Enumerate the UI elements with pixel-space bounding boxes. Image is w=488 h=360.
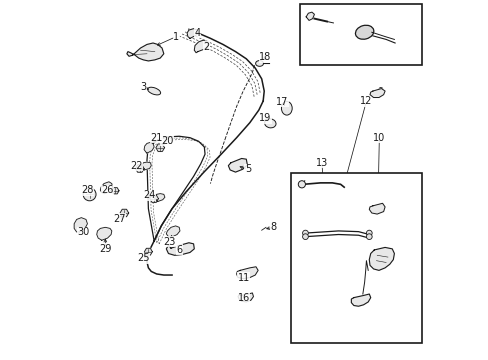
Text: 6: 6 (176, 245, 182, 255)
Polygon shape (126, 43, 163, 61)
Circle shape (302, 234, 308, 239)
Text: 15: 15 (345, 225, 357, 234)
Text: 1: 1 (173, 32, 179, 41)
Text: 20: 20 (161, 136, 173, 145)
Polygon shape (194, 40, 207, 53)
Text: 11: 11 (237, 273, 249, 283)
Text: 23: 23 (163, 237, 176, 247)
Polygon shape (112, 188, 119, 194)
Polygon shape (156, 144, 164, 152)
Text: 5: 5 (244, 164, 251, 174)
Text: 19: 19 (259, 113, 271, 123)
Circle shape (366, 230, 371, 236)
Text: 3: 3 (140, 82, 146, 93)
Text: 10: 10 (372, 133, 385, 143)
Text: 27: 27 (113, 214, 126, 224)
Ellipse shape (281, 102, 292, 115)
Ellipse shape (355, 25, 373, 39)
Polygon shape (144, 142, 154, 153)
Text: 12: 12 (360, 96, 372, 106)
Text: 16: 16 (237, 293, 249, 303)
Circle shape (302, 230, 308, 236)
Text: 28: 28 (81, 185, 93, 195)
Polygon shape (74, 218, 87, 232)
Ellipse shape (264, 119, 275, 128)
Ellipse shape (255, 60, 263, 66)
Polygon shape (135, 165, 144, 172)
Text: 25: 25 (137, 253, 149, 263)
Text: 29: 29 (99, 244, 111, 254)
Polygon shape (236, 267, 258, 279)
Polygon shape (351, 294, 370, 306)
Polygon shape (305, 12, 314, 21)
Text: 13: 13 (315, 158, 327, 168)
Polygon shape (228, 158, 247, 172)
Text: 2: 2 (203, 42, 209, 51)
Text: 26: 26 (101, 185, 114, 195)
Text: 30: 30 (78, 227, 90, 237)
Circle shape (83, 188, 96, 201)
Text: 17: 17 (275, 97, 288, 107)
Text: 14: 14 (332, 189, 344, 199)
Circle shape (366, 234, 371, 239)
Text: 18: 18 (259, 52, 271, 62)
Polygon shape (369, 89, 384, 98)
Text: 7: 7 (409, 21, 415, 31)
Polygon shape (166, 226, 180, 237)
Text: 9: 9 (377, 87, 383, 97)
Polygon shape (144, 248, 152, 255)
Polygon shape (368, 203, 384, 214)
Ellipse shape (147, 87, 160, 95)
Text: 22: 22 (130, 161, 142, 171)
Bar (300, 4, 421, 65)
Text: 4: 4 (194, 28, 201, 38)
Text: 21: 21 (150, 133, 162, 143)
Circle shape (298, 181, 305, 188)
Polygon shape (238, 293, 253, 302)
Text: 8: 8 (269, 222, 276, 232)
Polygon shape (100, 182, 112, 194)
Polygon shape (155, 194, 164, 202)
Bar (290, 173, 421, 343)
Polygon shape (368, 247, 394, 270)
Polygon shape (97, 227, 112, 240)
Polygon shape (187, 29, 198, 39)
Polygon shape (149, 195, 158, 202)
Polygon shape (141, 162, 151, 170)
Polygon shape (120, 209, 128, 217)
Polygon shape (166, 243, 194, 255)
Text: 24: 24 (142, 190, 155, 200)
